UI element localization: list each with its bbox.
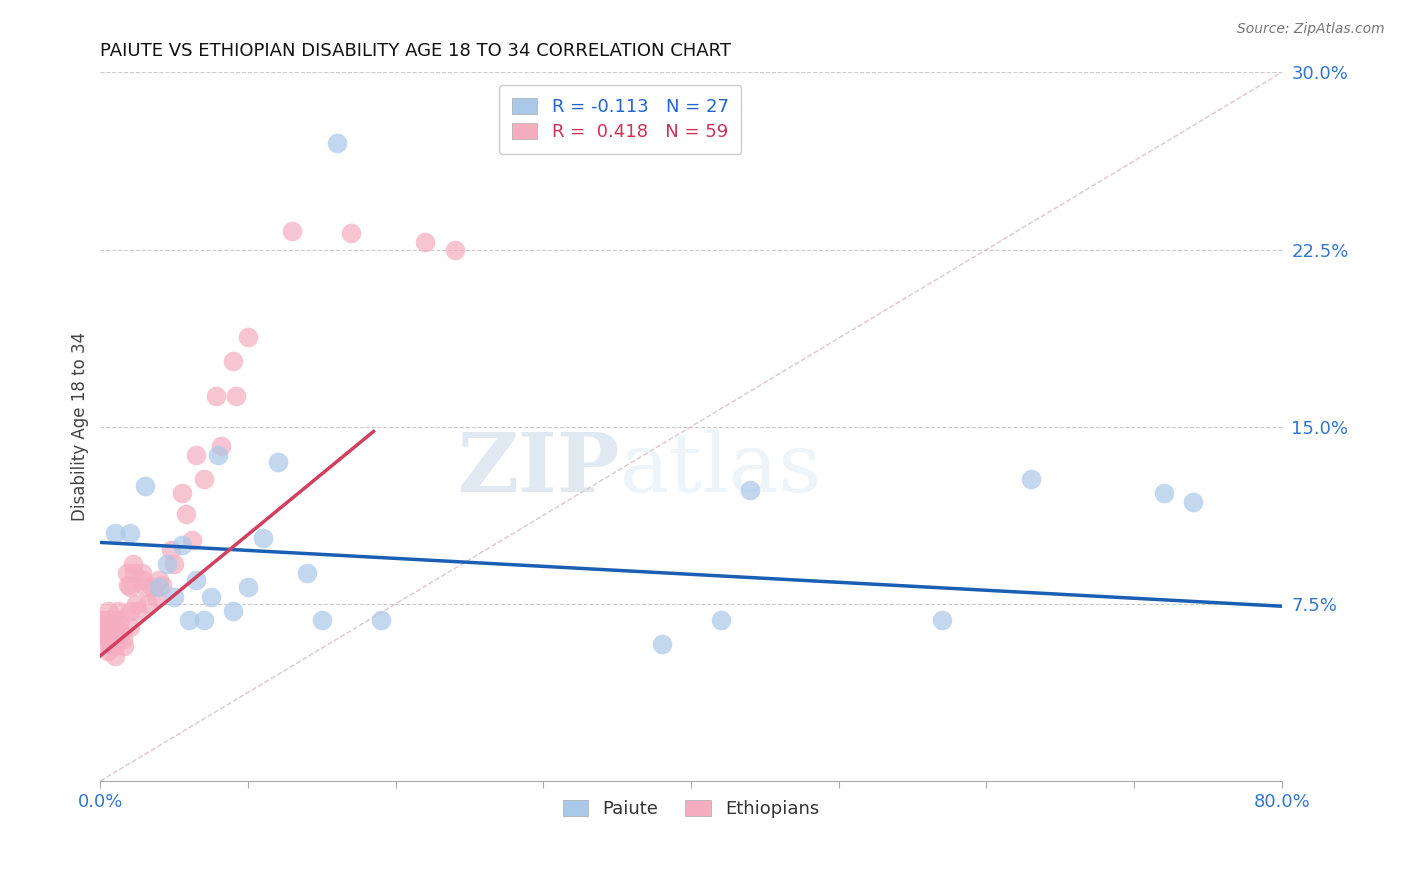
Point (650, 637, 672, 651)
Point (160, 542, 183, 557)
Point (132, 573, 155, 587)
Point (125, 597, 148, 611)
Point (118, 620, 141, 634)
Point (163, 590, 186, 604)
Point (281, 224, 304, 238)
Point (170, 486, 193, 500)
Point (97, 604, 120, 618)
Point (115, 566, 138, 581)
Point (96, 627, 118, 641)
Point (97, 637, 120, 651)
Point (145, 590, 167, 604)
Point (97, 632, 120, 647)
Point (134, 479, 156, 493)
Point (186, 448, 208, 462)
Point (104, 526, 127, 541)
Point (112, 640, 135, 654)
Text: atlas: atlas (620, 429, 823, 509)
Text: ZIP: ZIP (457, 429, 620, 509)
Point (311, 614, 333, 628)
Point (89, 627, 111, 641)
Point (89, 614, 111, 628)
Point (103, 627, 125, 641)
Point (207, 448, 229, 462)
Point (340, 226, 363, 240)
Point (97, 614, 120, 628)
Point (177, 614, 200, 628)
Point (236, 580, 259, 594)
Point (222, 604, 245, 618)
Point (193, 614, 215, 628)
Point (104, 648, 127, 663)
Point (94, 620, 117, 634)
Point (163, 557, 186, 571)
Point (931, 614, 953, 628)
Point (134, 580, 156, 594)
Point (104, 627, 127, 641)
Point (413, 235, 436, 250)
Point (204, 389, 226, 403)
Point (156, 557, 179, 571)
Point (131, 566, 153, 581)
Point (98, 614, 121, 628)
Point (295, 566, 318, 581)
Point (148, 580, 170, 594)
Point (148, 573, 170, 587)
Point (89, 620, 111, 634)
Text: Source: ZipAtlas.com: Source: ZipAtlas.com (1237, 22, 1385, 37)
Point (222, 353, 245, 368)
Point (110, 625, 132, 640)
Text: PAIUTE VS ETHIOPIAN DISABILITY AGE 18 TO 34 CORRELATION CHART: PAIUTE VS ETHIOPIAN DISABILITY AGE 18 TO… (100, 42, 731, 60)
Point (200, 590, 222, 604)
Point (740, 483, 762, 498)
Point (100, 620, 122, 634)
Point (180, 533, 202, 547)
Point (101, 614, 124, 628)
Point (1182, 495, 1205, 509)
Point (97, 620, 120, 634)
Point (127, 604, 149, 618)
Point (150, 578, 173, 592)
Point (174, 507, 197, 521)
Point (1019, 472, 1042, 486)
Point (118, 604, 141, 618)
Point (118, 526, 141, 541)
Point (170, 538, 193, 552)
Point (107, 604, 129, 618)
Point (443, 243, 465, 257)
Point (124, 566, 146, 581)
Point (709, 614, 731, 628)
Point (111, 632, 134, 647)
Point (193, 472, 215, 486)
Point (118, 580, 141, 594)
Point (252, 531, 274, 545)
Point (97, 627, 120, 641)
Point (121, 557, 143, 571)
Point (225, 389, 247, 403)
Point (266, 455, 288, 469)
Legend: Paiute, Ethiopians: Paiute, Ethiopians (555, 792, 827, 825)
Point (117, 578, 139, 592)
Point (97, 644, 120, 658)
Point (141, 580, 163, 594)
Point (209, 439, 232, 453)
Point (325, 136, 347, 151)
Point (370, 614, 392, 628)
Point (108, 614, 131, 628)
Point (136, 597, 159, 611)
Y-axis label: Disability Age 18 to 34: Disability Age 18 to 34 (72, 332, 89, 521)
Point (1153, 486, 1175, 500)
Point (91, 614, 114, 628)
Point (236, 330, 259, 344)
Point (104, 640, 127, 654)
Point (104, 614, 127, 628)
Point (186, 573, 208, 587)
